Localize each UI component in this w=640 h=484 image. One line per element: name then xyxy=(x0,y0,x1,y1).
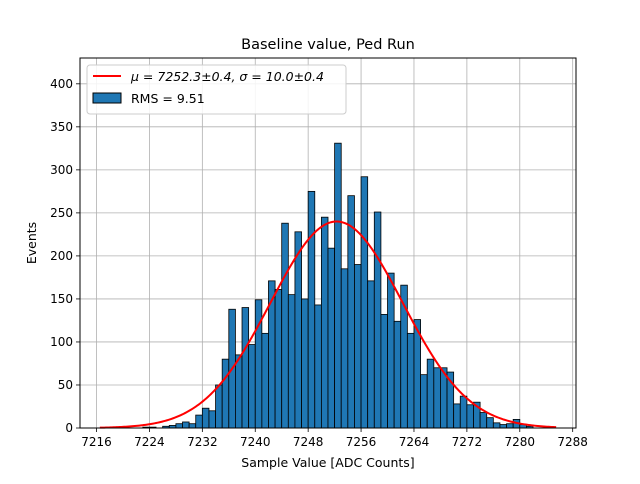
histogram-bar xyxy=(235,354,243,429)
histogram-bar xyxy=(175,423,183,429)
legend-hist-label: RMS = 9.51 xyxy=(131,91,205,106)
legend: μ = 7252.3±0.4, σ = 10.0±0.4 RMS = 9.51 xyxy=(86,64,347,115)
fit-curve xyxy=(99,220,557,429)
histogram-bar xyxy=(281,222,289,429)
histogram-bar xyxy=(433,367,441,429)
x-tick-label: 7256 xyxy=(346,435,377,449)
histogram-bar xyxy=(453,403,461,429)
y-tick-label: 150 xyxy=(50,292,73,306)
y-axis-ticks: 0 50 100 150 200 250 300 350 400 xyxy=(50,77,80,435)
histogram-bar xyxy=(426,358,435,429)
y-tick-label: 200 xyxy=(50,249,73,263)
histogram-bar xyxy=(347,195,355,429)
x-axis-label: Sample Value [ADC Counts] xyxy=(241,455,414,470)
histogram-bar xyxy=(479,412,488,429)
histogram-bar xyxy=(195,414,203,429)
x-tick-label: 7288 xyxy=(557,435,588,449)
histogram-bar xyxy=(208,410,216,429)
histogram-bar xyxy=(274,289,283,429)
histogram-bar xyxy=(367,280,375,429)
histogram-bar xyxy=(506,423,514,429)
histogram-bar xyxy=(380,314,388,429)
histogram-bar xyxy=(241,307,250,429)
y-tick-label: 350 xyxy=(50,120,73,134)
histogram-bar xyxy=(327,247,336,429)
histogram-bar xyxy=(320,216,329,429)
x-axis-ticks: 7216 7224 7232 7240 7248 7256 7264 7272 7280 7288 xyxy=(81,428,588,449)
histogram-bar xyxy=(221,358,230,429)
y-tick-label: 0 xyxy=(65,421,73,435)
histogram-bars xyxy=(142,142,534,429)
legend-box xyxy=(86,64,347,115)
histogram-bar xyxy=(261,332,269,429)
histogram-bar xyxy=(486,417,494,429)
y-tick-label: 300 xyxy=(50,163,73,177)
histogram-bar xyxy=(420,374,428,429)
histogram-bar xyxy=(248,344,256,429)
histogram-bar xyxy=(492,422,501,429)
histogram-bar xyxy=(201,407,210,429)
histogram-bar xyxy=(188,423,197,429)
histogram-bar xyxy=(466,404,474,429)
y-tick-label: 250 xyxy=(50,206,73,220)
axes-frame xyxy=(79,57,577,429)
x-tick-label: 7240 xyxy=(240,435,271,449)
legend-hist-swatch xyxy=(92,92,122,104)
histogram-bar xyxy=(287,294,296,429)
chart-title: Baseline value, Ped Run xyxy=(241,37,415,53)
histogram-bar xyxy=(387,272,395,429)
x-tick-label: 7248 xyxy=(293,435,324,449)
y-tick-label: 50 xyxy=(58,378,73,392)
histogram-bar xyxy=(334,142,342,429)
histogram-bar xyxy=(406,332,415,429)
y-tick-label: 100 xyxy=(50,335,73,349)
x-tick-label: 7232 xyxy=(187,435,218,449)
histogram-bar xyxy=(294,231,302,429)
y-axis-label: Events xyxy=(24,222,39,264)
histogram-bar xyxy=(360,176,369,429)
x-tick-label: 7272 xyxy=(452,435,483,449)
x-tick-label: 7264 xyxy=(399,435,430,449)
histogram-bar xyxy=(301,298,309,429)
x-tick-label: 7280 xyxy=(505,435,536,449)
gaussian-fit xyxy=(99,220,557,429)
x-tick-label: 7216 xyxy=(81,435,112,449)
legend-fit-label: μ = 7252.3±0.4, σ = 10.0±0.4 xyxy=(130,69,324,84)
x-tick-label: 7224 xyxy=(134,435,165,449)
histogram-bar xyxy=(340,268,349,429)
histogram-bar xyxy=(215,384,223,429)
histogram-bar xyxy=(354,264,362,429)
histogram-bar xyxy=(307,190,316,429)
histogram-bar xyxy=(314,304,322,429)
histogram-bar xyxy=(373,211,382,429)
histogram-bar xyxy=(459,395,468,429)
y-tick-label: 400 xyxy=(50,77,73,91)
histogram-bar xyxy=(182,421,190,429)
histogram-bar xyxy=(393,320,402,429)
histogram-bar xyxy=(499,424,507,429)
